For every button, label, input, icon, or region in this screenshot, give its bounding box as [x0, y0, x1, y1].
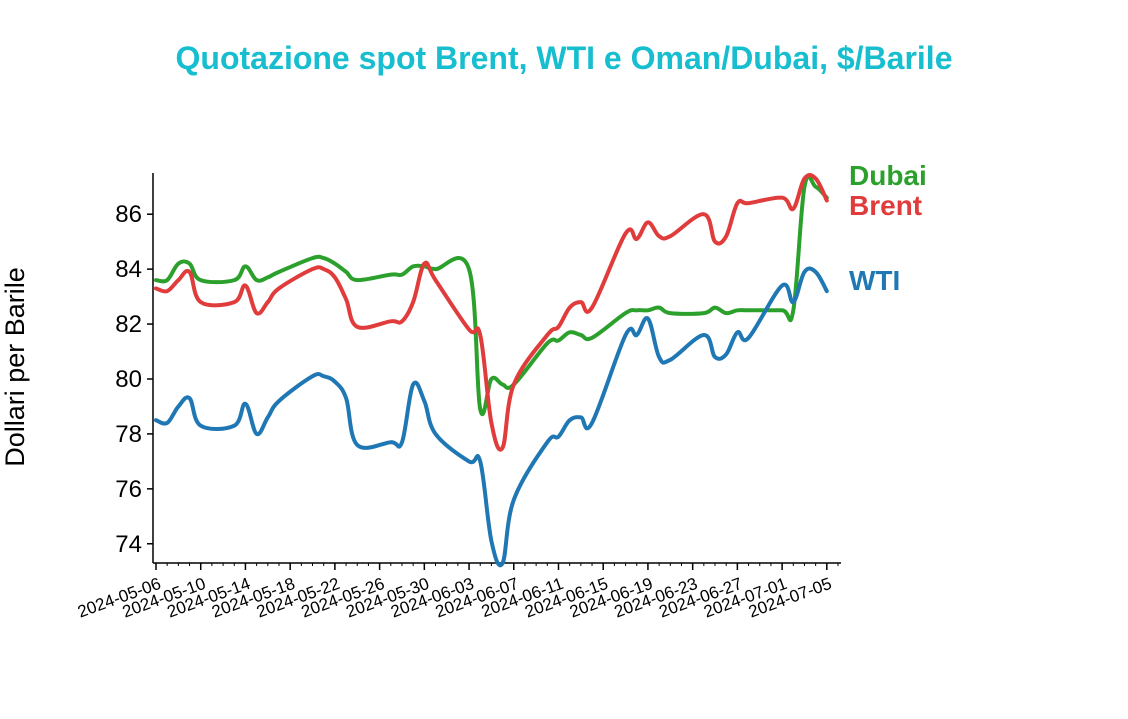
- y-tick-label: 74: [115, 531, 142, 558]
- series-line-dubai: [154, 174, 829, 416]
- chart-title: Quotazione spot Brent, WTI e Oman/Dubai,…: [176, 40, 953, 76]
- series-lines: [154, 172, 829, 568]
- y-tick-label: 80: [115, 366, 142, 393]
- y-tick-label: 86: [115, 201, 142, 228]
- y-tick-label: 78: [115, 421, 142, 448]
- y-tick-label: 84: [115, 256, 142, 283]
- legend-label-wti: WTI: [849, 265, 900, 296]
- y-axis-label: Dollari per Barile: [0, 267, 30, 467]
- y-tick-label: 82: [115, 311, 142, 338]
- legend-label-dubai: Dubai: [849, 160, 927, 191]
- y-tick-label: 76: [115, 476, 142, 503]
- legend-label-brent: Brent: [849, 190, 922, 221]
- series-line-wti: [154, 266, 829, 568]
- series-line-brent: [154, 172, 829, 452]
